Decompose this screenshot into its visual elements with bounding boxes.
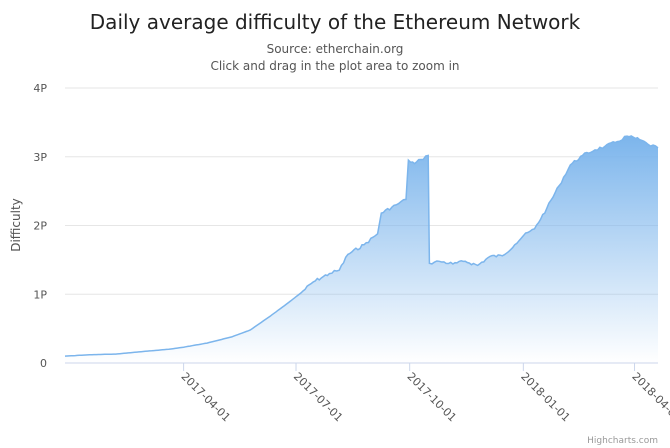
chart-title: Daily average difficulty of the Ethereum…	[90, 10, 581, 34]
chart-subtitle-zoom-hint: Click and drag in the plot area to zoom …	[210, 59, 459, 73]
x-tick-label: 2017-10-01	[405, 370, 459, 424]
y-tick-label: 3P	[33, 151, 47, 164]
x-axis-ticks: 2017-04-01 2017-07-01 2017-10-01 2018-01-01…	[178, 363, 670, 424]
difficulty-line	[64, 135, 659, 357]
y-tick-label: 0	[40, 357, 47, 370]
y-axis-title: Difficulty	[9, 198, 23, 252]
chart-subtitle-source: Source: etherchain.org	[267, 42, 404, 56]
y-axis-ticks: 0 1P 2P 3P 4P	[33, 82, 47, 370]
difficulty-area	[65, 135, 658, 363]
highcharts-credits-link[interactable]: Highcharts.com	[587, 436, 658, 446]
y-tick-label: 2P	[33, 220, 47, 233]
x-tick-label: 2017-04-01	[178, 370, 232, 424]
y-tick-label: 1P	[33, 288, 47, 301]
y-tick-label: 4P	[33, 82, 47, 95]
x-tick-label: 2018-01-01	[518, 370, 572, 424]
x-tick-label: 2018-04-01	[629, 370, 670, 424]
x-tick-label: 2017-07-01	[291, 370, 345, 424]
